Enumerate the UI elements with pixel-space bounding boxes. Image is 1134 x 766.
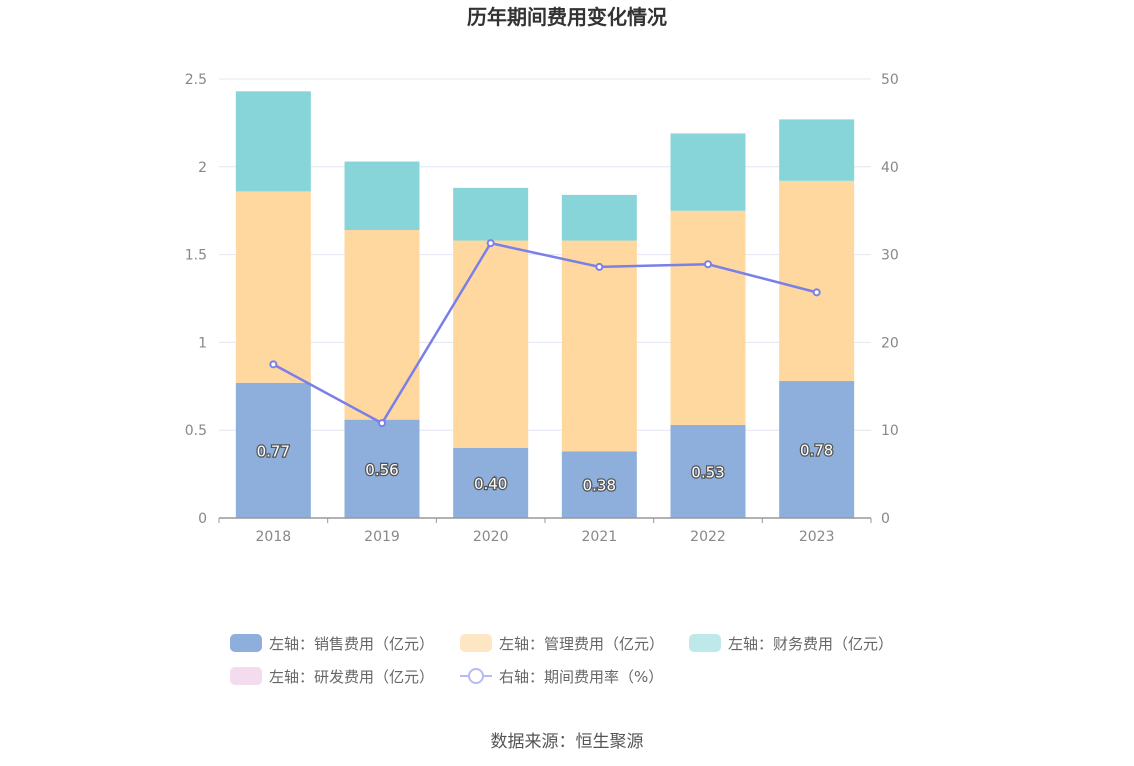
bar-segment-2019-s0 — [344, 419, 420, 518]
rate-point — [269, 360, 278, 369]
rate-point — [812, 288, 821, 297]
bar-segment-2020-s2 — [453, 187, 529, 241]
left-tick-label: 2.5 — [185, 72, 207, 88]
bar-segment-2023-s1 — [779, 180, 855, 382]
bar-segment-2023-s2 — [779, 119, 855, 181]
bar-labels: 0.77 0.56 0.40 0.38 0.53 0.78 — [255, 440, 834, 496]
bar-segment-2021-s2 — [561, 194, 637, 241]
x-tick-label: 2019 — [364, 529, 400, 545]
right-tick-label: 0 — [881, 511, 890, 527]
bar-data-label: 0.77 — [257, 442, 290, 460]
bar-segment-2018-s0 — [235, 382, 311, 518]
left-tick-label: 0.5 — [185, 423, 207, 439]
rate-line-series — [269, 239, 821, 428]
right-tick-label: 50 — [881, 72, 899, 88]
bar-data-label: 0.40 — [474, 475, 507, 493]
rate-point — [378, 419, 386, 428]
x-tick-label: 2021 — [582, 529, 618, 545]
bar-segment-2018-s2 — [235, 91, 311, 192]
left-tick-label: 0 — [198, 511, 207, 527]
x-tick-label: 2022 — [690, 529, 726, 545]
legend-label: 右轴：期间费用率（%） — [499, 668, 663, 686]
legend: 左轴：销售费用（亿元） 左轴：管理费用（亿元） 左轴：财务费用（亿元） 左轴：研发费用… — [230, 634, 893, 686]
right-tick-label: 10 — [881, 423, 899, 439]
legend-swatch — [230, 667, 262, 685]
bar-segment-2020-s0 — [453, 447, 529, 518]
bar-data-label: 0.38 — [583, 477, 616, 495]
bar-segment-2021-s1 — [561, 240, 637, 452]
x-tick-label: 2018 — [256, 529, 292, 545]
legend-swatch — [230, 634, 262, 652]
bar-segment-2022-s0 — [670, 424, 746, 518]
right-tick-label: 20 — [881, 335, 899, 351]
bar-segment-2019-s1 — [344, 230, 420, 420]
left-tick-label: 2 — [198, 160, 207, 176]
bar-segment-2021-s0 — [561, 451, 637, 518]
right-tick-label: 30 — [881, 248, 899, 264]
bar-data-label: 0.53 — [691, 463, 724, 481]
bar-segment-2019-s2 — [344, 161, 420, 231]
bar-segment-2022-s1 — [670, 210, 746, 425]
rate-point — [486, 239, 495, 248]
rate-line — [272, 241, 817, 425]
right-tick-label: 40 — [881, 160, 899, 176]
bars — [235, 91, 855, 518]
bar-segment-2023-s0 — [779, 381, 855, 518]
legend-label: 左轴：财务费用（亿元） — [728, 635, 893, 653]
x-tick-label: 2020 — [473, 529, 509, 545]
x-axis-ticks: 2018 2019 2020 2021 2022 2023 — [218, 518, 872, 545]
legend-label: 左轴：研发费用（亿元） — [269, 668, 434, 686]
chart-title: 历年期间费用变化情况 — [467, 5, 667, 29]
legend-label: 左轴：管理费用（亿元） — [499, 635, 664, 653]
bar-segment-2022-s2 — [670, 133, 746, 211]
data-source: 数据来源：恒生聚源 — [491, 732, 644, 752]
rate-point — [704, 260, 712, 269]
bar-data-label: 0.56 — [365, 461, 398, 479]
bar-segment-2020-s1 — [453, 240, 529, 448]
legend-swatch — [460, 634, 492, 652]
legend-line-marker — [468, 668, 484, 684]
legend-label: 左轴：销售费用（亿元） — [269, 635, 434, 653]
left-axis-ticks: 0 0.5 1 1.5 2 2.5 — [185, 72, 207, 527]
bar-segment-2018-s1 — [235, 191, 311, 383]
left-tick-label: 1 — [198, 335, 207, 351]
x-tick-label: 2023 — [799, 529, 835, 545]
right-axis-ticks: 0 10 20 30 40 50 — [881, 72, 899, 527]
legend-swatch — [689, 634, 721, 652]
bar-data-label: 0.78 — [800, 442, 833, 460]
rate-point — [595, 262, 604, 271]
left-tick-label: 1.5 — [185, 248, 207, 264]
